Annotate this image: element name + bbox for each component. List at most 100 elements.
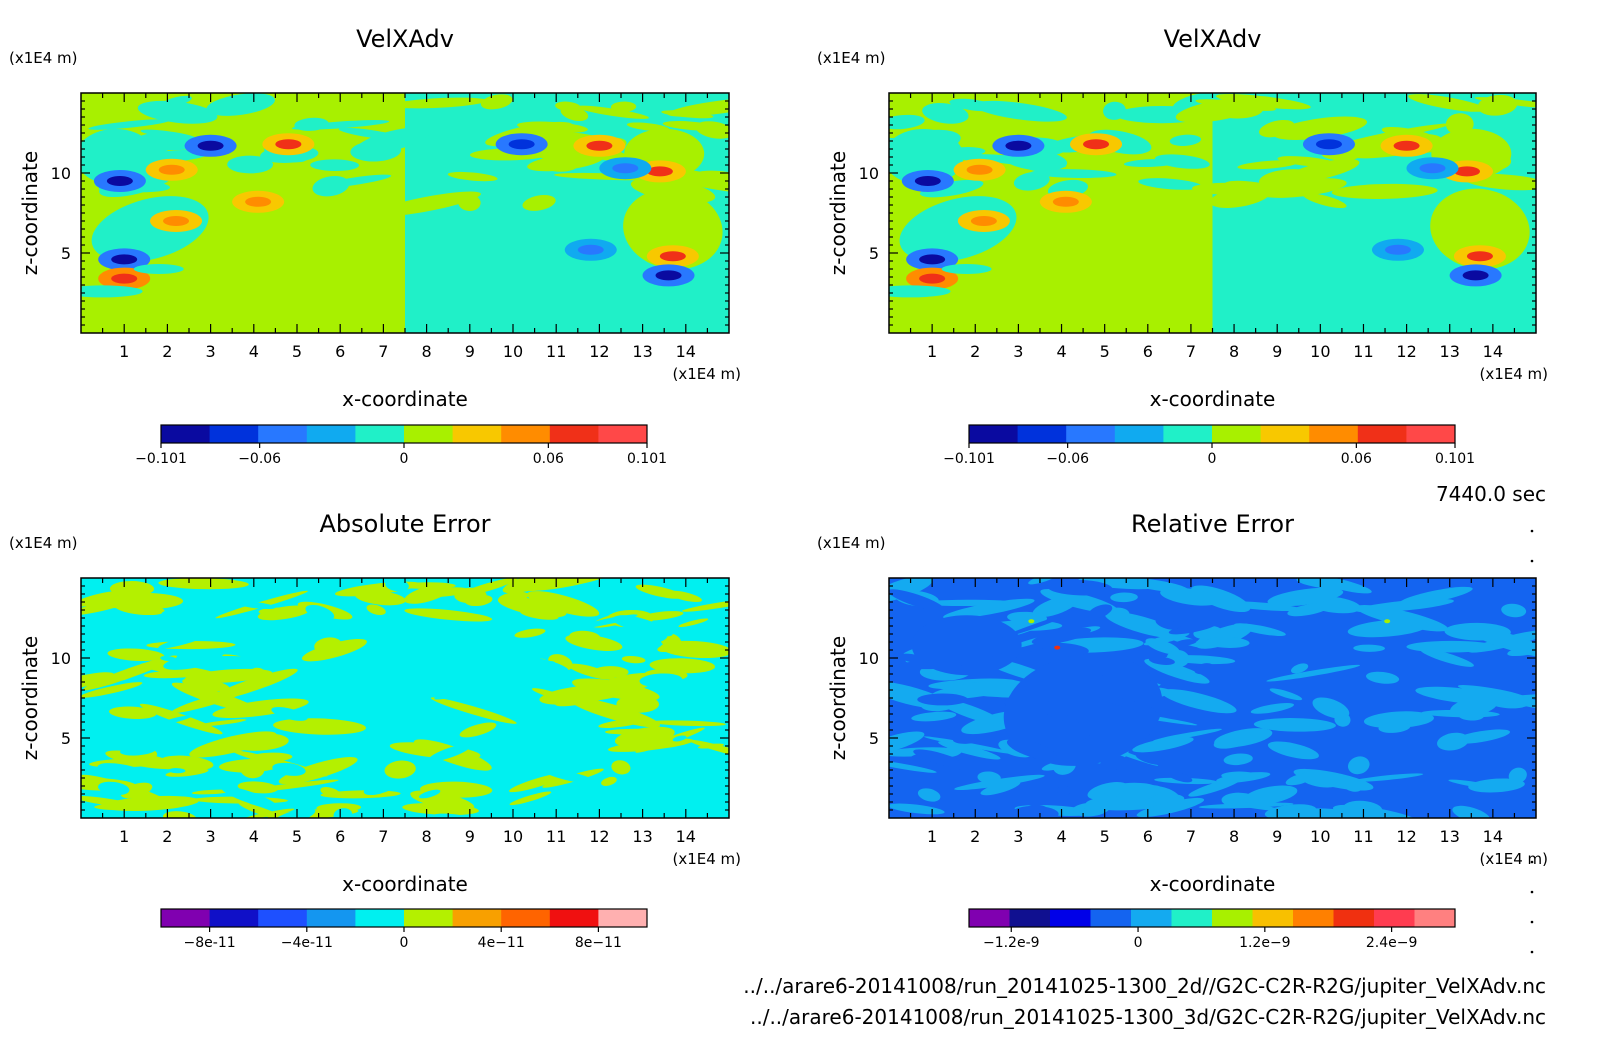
x-tick-label: 6 bbox=[335, 827, 345, 846]
x-tick-label: 1 bbox=[119, 827, 129, 846]
x-tick-label: 12 bbox=[589, 342, 609, 361]
colorbar-tick-label: 0.101 bbox=[1435, 451, 1475, 467]
colorbar-swatch bbox=[1374, 909, 1415, 927]
x-axis-label: x-coordinate bbox=[1150, 872, 1276, 896]
x-tick-label: 2 bbox=[970, 342, 980, 361]
y-unit-label: (x1E4 m) bbox=[817, 534, 886, 552]
y-tick-label: 5 bbox=[61, 244, 71, 263]
colorbar-swatch bbox=[1414, 909, 1456, 927]
colorbar-swatch bbox=[549, 425, 599, 443]
x-unit-label: (x1E4 m) bbox=[672, 850, 741, 868]
colorbar-swatch bbox=[1309, 425, 1359, 443]
x-tick-label: 10 bbox=[503, 342, 523, 361]
y-axis-label: z-coordinate bbox=[826, 151, 850, 275]
colorbar-swatch bbox=[209, 425, 259, 443]
colorbar-swatch bbox=[1212, 425, 1262, 443]
colorbar-tick-label: 8e−11 bbox=[575, 935, 622, 951]
colorbar-swatch bbox=[501, 909, 551, 927]
colorbar-tick-label: −4e-11 bbox=[281, 935, 333, 951]
colorbar: −8e-11 −4e-11 0 4e−11 8e−11 bbox=[160, 908, 648, 951]
x-tick-label: 9 bbox=[465, 342, 475, 361]
colorbar-swatch bbox=[355, 425, 405, 443]
x-tick-label: 13 bbox=[1440, 827, 1460, 846]
colorbar-tick-label: −0.06 bbox=[1046, 451, 1089, 467]
x-tick-label: 3 bbox=[1013, 342, 1023, 361]
colorbar-swatch bbox=[1163, 425, 1213, 443]
x-tick-label: 11 bbox=[546, 342, 566, 361]
file-path-3d: ../../arare6-20141008/run_20141025-1300_… bbox=[750, 1005, 1546, 1029]
colorbar-tick-label: 0 bbox=[1134, 935, 1143, 951]
x-tick-label: 2 bbox=[162, 827, 172, 846]
x-tick-label: 6 bbox=[335, 342, 345, 361]
x-tick-label: 13 bbox=[632, 827, 652, 846]
x-tick-label: 13 bbox=[1440, 342, 1460, 361]
colorbar-swatch bbox=[1260, 425, 1310, 443]
x-tick-label: 5 bbox=[1100, 827, 1110, 846]
y-unit-label: (x1E4 m) bbox=[9, 534, 78, 552]
colorbar-tick-label: 0 bbox=[400, 935, 409, 951]
colorbar-swatch bbox=[404, 909, 454, 927]
x-tick-label: 10 bbox=[1310, 827, 1330, 846]
x-tick-label: 3 bbox=[1013, 827, 1023, 846]
x-tick-label: 14 bbox=[1483, 827, 1503, 846]
x-tick-label: 7 bbox=[1186, 827, 1196, 846]
x-axis-label: x-coordinate bbox=[342, 387, 468, 411]
y-unit-label: (x1E4 m) bbox=[817, 49, 886, 67]
colorbar-swatch bbox=[1357, 425, 1407, 443]
colorbar-swatch bbox=[1212, 909, 1253, 927]
y-tick-label: 5 bbox=[869, 244, 879, 263]
x-tick-label: 5 bbox=[292, 342, 302, 361]
x-tick-label: 4 bbox=[249, 342, 259, 361]
x-tick-label: 11 bbox=[546, 827, 566, 846]
colorbar-swatch bbox=[1406, 425, 1456, 443]
x-axis-label: x-coordinate bbox=[342, 872, 468, 896]
y-axis-label: z-coordinate bbox=[18, 151, 42, 275]
y-tick-label: 5 bbox=[869, 729, 879, 748]
colorbar-swatch bbox=[1114, 425, 1164, 443]
colorbar-swatch bbox=[549, 909, 599, 927]
contour-field bbox=[81, 578, 729, 818]
x-tick-label: 9 bbox=[1272, 827, 1282, 846]
colorbar-tick-label: 0 bbox=[1208, 451, 1217, 467]
x-tick-label: 5 bbox=[1100, 342, 1110, 361]
x-tick-label: 11 bbox=[1353, 342, 1373, 361]
colorbar-swatch bbox=[355, 909, 405, 927]
x-tick-label: 2 bbox=[970, 827, 980, 846]
colorbar-swatch bbox=[1066, 425, 1116, 443]
x-tick-label: 7 bbox=[1186, 342, 1196, 361]
colorbar-swatch bbox=[306, 425, 356, 443]
y-axis-label: z-coordinate bbox=[826, 636, 850, 760]
colorbar-swatch bbox=[209, 909, 259, 927]
y-tick-label: 10 bbox=[859, 649, 879, 668]
colorbar-tick-label: 4e−11 bbox=[478, 935, 525, 951]
colorbar-swatch bbox=[258, 909, 308, 927]
x-tick-label: 1 bbox=[927, 827, 937, 846]
colorbar-swatch bbox=[1090, 909, 1132, 927]
colorbar-swatch bbox=[404, 425, 454, 443]
x-tick-label: 4 bbox=[1056, 827, 1066, 846]
x-tick-label: 8 bbox=[1229, 342, 1239, 361]
colorbar-tick-label: 1.2e−9 bbox=[1239, 935, 1291, 951]
x-unit-label: (x1E4 m) bbox=[1479, 365, 1548, 383]
colorbar-swatch bbox=[452, 425, 502, 443]
y-tick-label: 10 bbox=[51, 649, 71, 668]
colorbar-tick-label: 2.4e−9 bbox=[1366, 935, 1418, 951]
colorbar-swatch bbox=[258, 425, 308, 443]
chart-title: VelXAdv bbox=[1164, 25, 1262, 53]
colorbar: −0.101 −0.06 0 0.06 0.101 bbox=[135, 424, 667, 467]
x-tick-label: 6 bbox=[1143, 342, 1153, 361]
colorbar-tick-label: −0.101 bbox=[135, 451, 187, 467]
y-tick-label: 5 bbox=[61, 729, 71, 748]
colorbar-tick-label: −8e-11 bbox=[184, 935, 236, 951]
x-tick-label: 3 bbox=[206, 827, 216, 846]
colorbar-swatch bbox=[1171, 909, 1213, 927]
colorbar-swatch bbox=[598, 425, 648, 443]
x-tick-label: 9 bbox=[465, 827, 475, 846]
x-tick-label: 9 bbox=[1272, 342, 1282, 361]
x-tick-label: 1 bbox=[119, 342, 129, 361]
chart-title: Relative Error bbox=[1131, 510, 1294, 538]
colorbar-swatch bbox=[452, 909, 502, 927]
